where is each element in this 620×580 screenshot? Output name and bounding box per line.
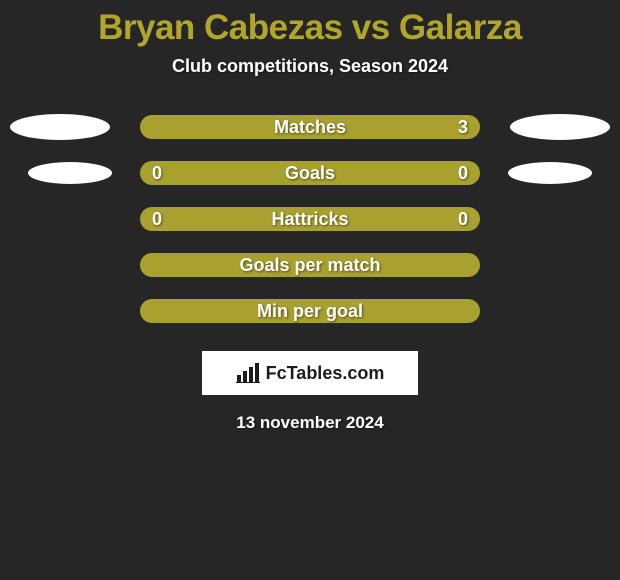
right-ellipse: [508, 162, 592, 184]
stat-pill: 0 Hattricks 0: [140, 207, 480, 231]
left-ellipse: [28, 162, 112, 184]
page-subtitle: Club competitions, Season 2024: [0, 56, 620, 77]
stat-row: Goals per match: [0, 253, 620, 277]
stat-label: Hattricks: [271, 209, 348, 230]
page-title: Bryan Cabezas vs Galarza: [0, 0, 620, 48]
stat-label: Matches: [274, 117, 346, 138]
stat-left-value: 0: [152, 163, 162, 184]
brand-badge: FcTables.com: [202, 351, 418, 395]
stat-right-value: 0: [458, 209, 468, 230]
stats-list: Matches 3 0 Goals 0 0 Hattricks 0 Goals per matc…: [0, 115, 620, 323]
stat-label: Min per goal: [257, 301, 363, 322]
left-ellipse: [10, 114, 110, 140]
comparison-infographic: Bryan Cabezas vs Galarza Club competitio…: [0, 0, 620, 580]
stat-row: Matches 3: [0, 115, 620, 139]
stat-pill: Matches 3: [140, 115, 480, 139]
stat-row: Min per goal: [0, 299, 620, 323]
stat-pill: Min per goal: [140, 299, 480, 323]
stat-label: Goals: [285, 163, 335, 184]
stat-pill: 0 Goals 0: [140, 161, 480, 185]
stat-right-value: 3: [458, 117, 468, 138]
stat-label: Goals per match: [239, 255, 380, 276]
stat-pill: Goals per match: [140, 253, 480, 277]
stat-left-value: 0: [152, 209, 162, 230]
stat-row: 0 Hattricks 0: [0, 207, 620, 231]
stat-row: 0 Goals 0: [0, 161, 620, 185]
footer-date: 13 november 2024: [0, 413, 620, 433]
bar-chart-icon: [236, 363, 260, 383]
brand-text: FcTables.com: [266, 363, 385, 384]
right-ellipse: [510, 114, 610, 140]
stat-right-value: 0: [458, 163, 468, 184]
